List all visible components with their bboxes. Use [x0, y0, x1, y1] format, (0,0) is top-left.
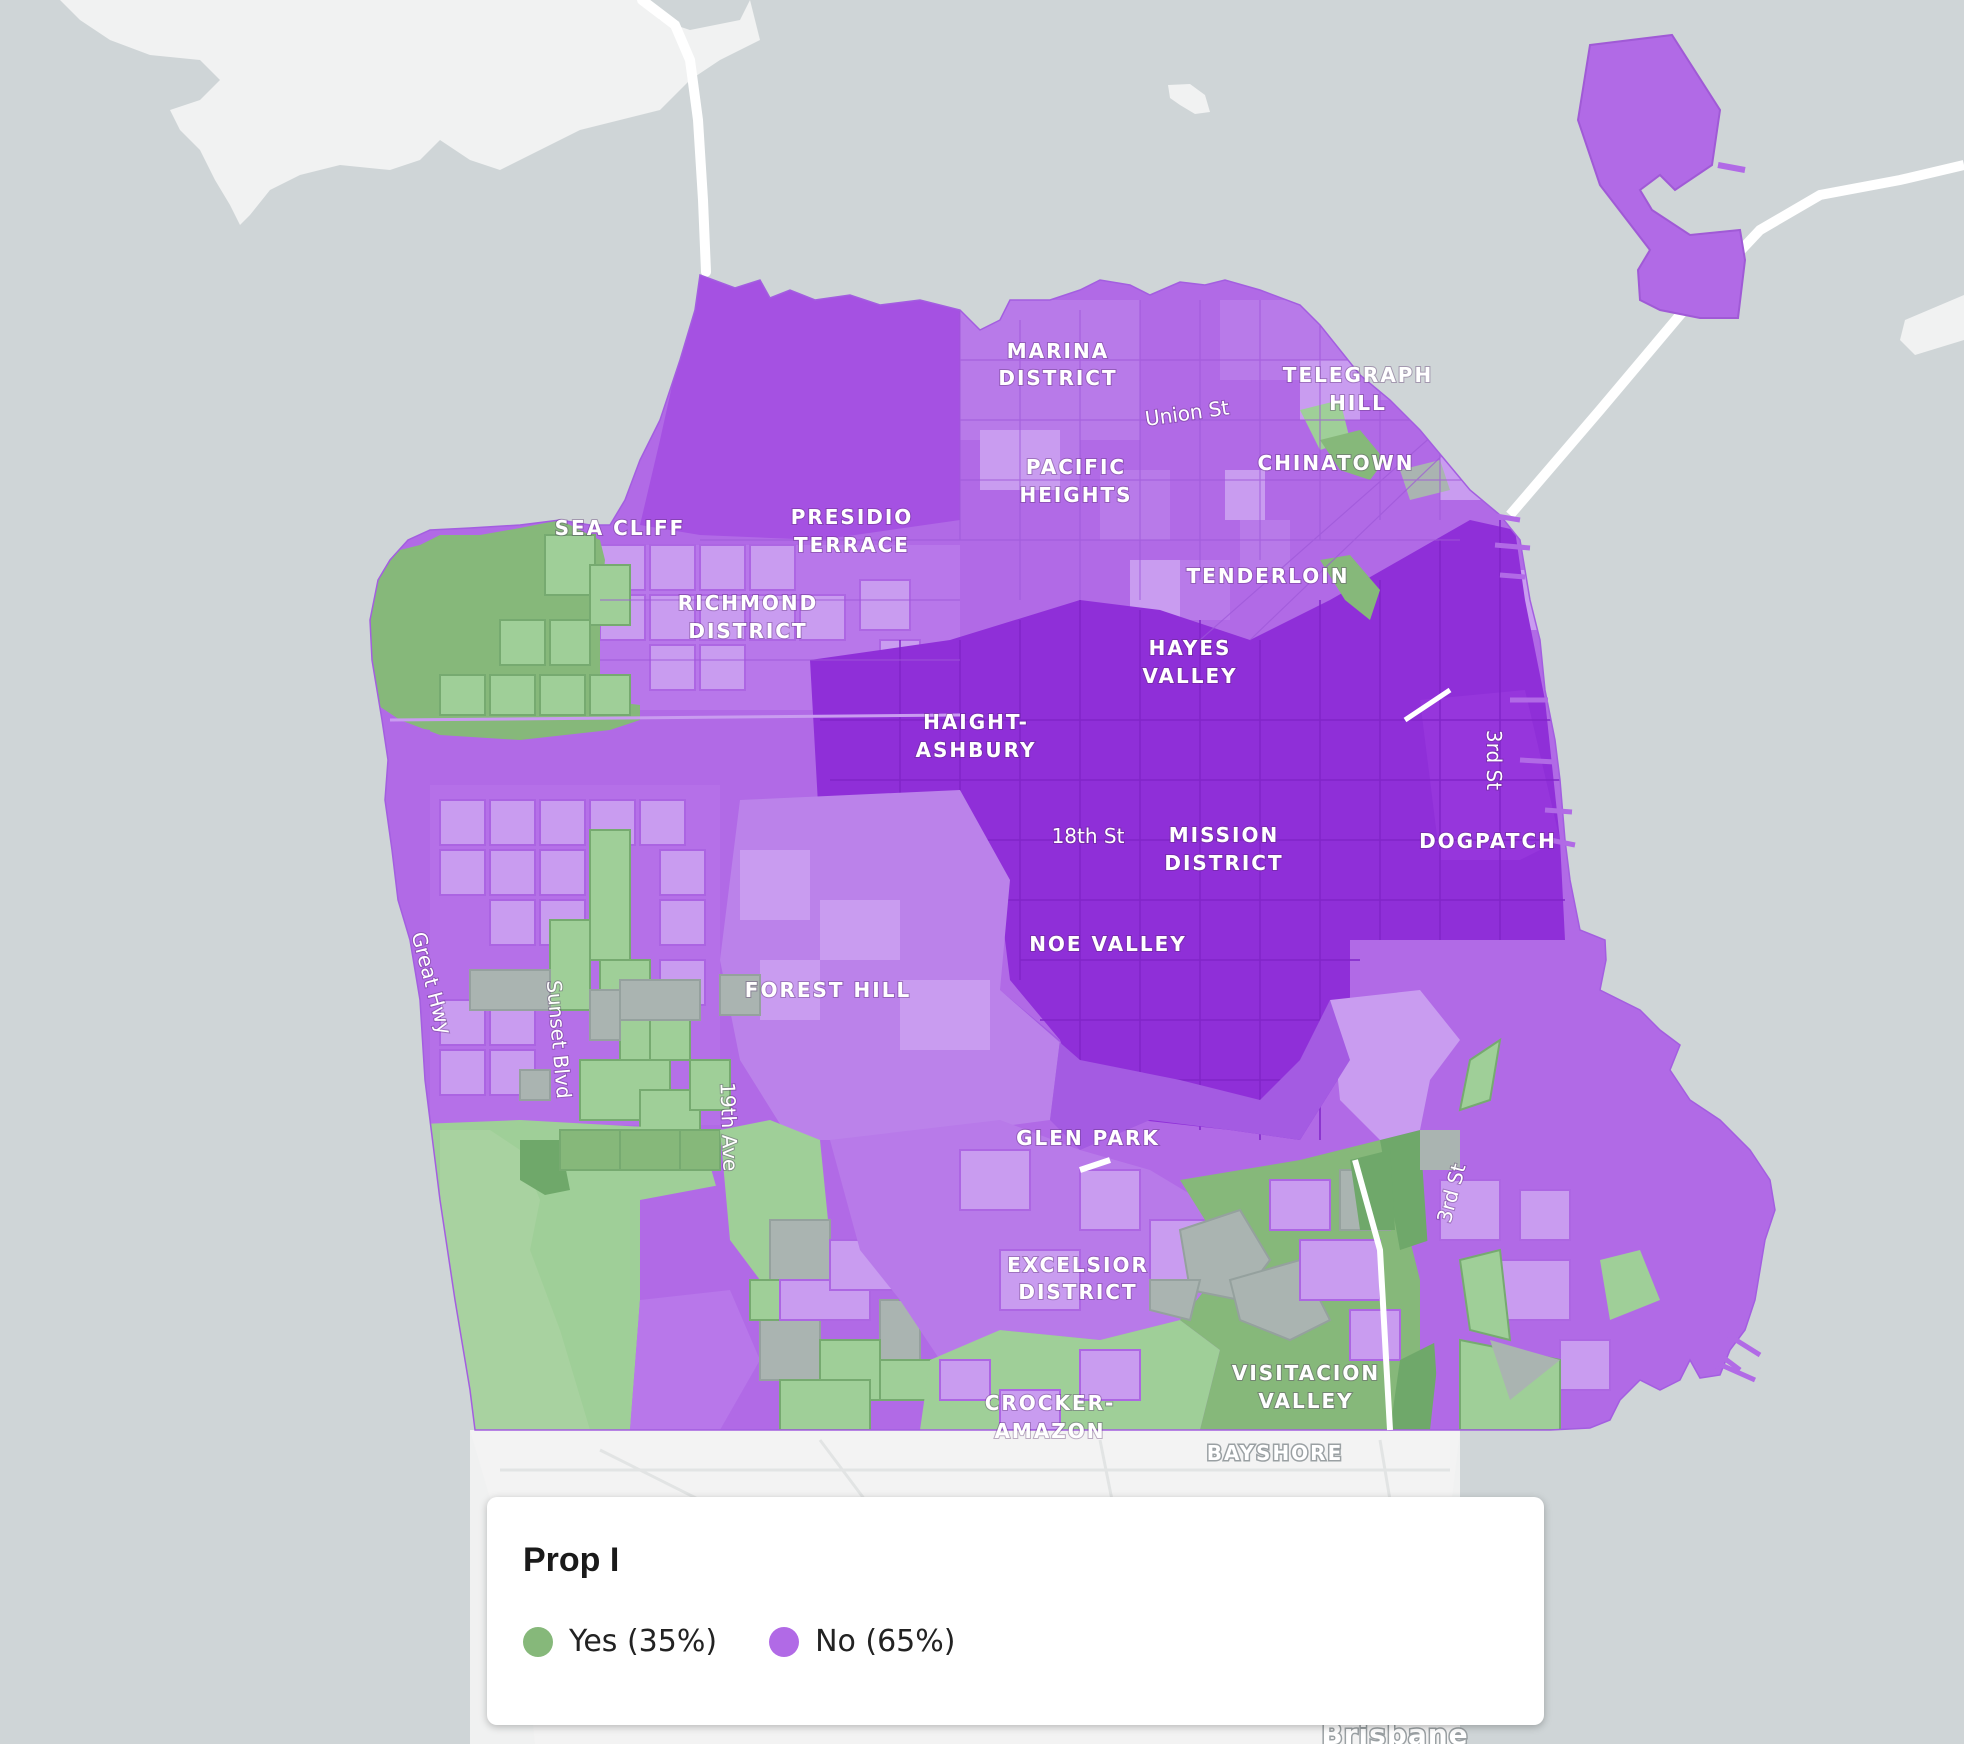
label-haight-2: ASHBURY	[916, 738, 1037, 762]
no-swatch-icon	[769, 1626, 800, 1657]
label-presidio-2: TERRACE	[794, 533, 910, 557]
label-pacific-1: PACIFIC	[1026, 455, 1126, 479]
label-dogpatch: DOGPATCH	[1419, 829, 1557, 853]
legend-item-yes: Yes (35%)	[523, 1624, 717, 1659]
label-forest: FOREST HILL	[745, 978, 911, 1002]
bay-bridge	[1506, 160, 1964, 519]
east-land	[1900, 295, 1964, 355]
label-seacliff: SEA CLIFF	[555, 516, 686, 540]
highway-101	[1352, 1159, 1393, 1431]
label-bayshore: BAYSHORE	[1207, 1441, 1344, 1465]
label-hayes-1: HAYES	[1149, 636, 1232, 660]
label-chinatown: CHINATOWN	[1258, 451, 1415, 475]
label-crocker-1: CROCKER-	[985, 1391, 1116, 1415]
golden-gate-bridge	[637, 0, 711, 277]
yes-swatch-icon	[523, 1626, 553, 1657]
label-haight-1: HAIGHT-	[923, 710, 1029, 734]
piers	[1489, 512, 1762, 1383]
pier	[1717, 162, 1746, 173]
label-telegraph-1: TELEGRAPH	[1283, 363, 1433, 387]
treasure-island	[1576, 33, 1747, 319]
label-marina-2: DISTRICT	[998, 366, 1117, 390]
highway-280	[1079, 1157, 1111, 1173]
label-visitacion-2: VALLEY	[1258, 1389, 1353, 1413]
legend-label-no: No (65%)	[815, 1624, 956, 1659]
label-visitacion-1: VISITACION	[1232, 1361, 1380, 1385]
legend-label-yes: Yes (35%)	[569, 1624, 718, 1659]
label-mission-2: DISTRICT	[1164, 851, 1283, 875]
legend-title: Prop I	[523, 1541, 620, 1579]
label-hayes-2: VALLEY	[1142, 664, 1237, 688]
label-glen: GLEN PARK	[1016, 1126, 1160, 1150]
label-richmond-1: RICHMOND	[678, 591, 819, 615]
label-3rd-st-north: 3rd St	[1482, 730, 1506, 790]
label-crocker-2: AMAZON	[994, 1419, 1105, 1443]
label-pacific-2: HEIGHTS	[1019, 483, 1132, 507]
label-marina-1: MARINA	[1007, 339, 1109, 363]
legend-items: Yes (35%) No (65%)	[523, 1624, 1508, 1659]
label-mission-1: MISSION	[1169, 823, 1279, 847]
label-18th-st: 18th St	[1052, 824, 1125, 848]
label-19th-ave: 19th Ave	[715, 1082, 742, 1172]
legend-panel: Prop I Yes (35%) No (65%)	[487, 1497, 1544, 1725]
alcatraz-island	[1168, 84, 1210, 114]
neighborhood-labels: MARINA DISTRICT TELEGRAPH HILL PACIFIC H…	[554, 338, 1557, 1744]
marin-land	[60, 0, 760, 225]
label-telegraph-2: HILL	[1329, 391, 1387, 415]
label-excelsior-2: DISTRICT	[1018, 1280, 1137, 1304]
legend-item-no: No (65%)	[769, 1624, 955, 1659]
label-excelsior-1: EXCELSIOR	[1007, 1253, 1149, 1277]
highway-segment	[1403, 687, 1452, 723]
label-noe: NOE VALLEY	[1029, 932, 1187, 956]
label-richmond-2: DISTRICT	[688, 619, 807, 643]
label-tenderloin: TENDERLOIN	[1187, 564, 1350, 588]
label-presidio-1: PRESIDIO	[791, 505, 914, 529]
